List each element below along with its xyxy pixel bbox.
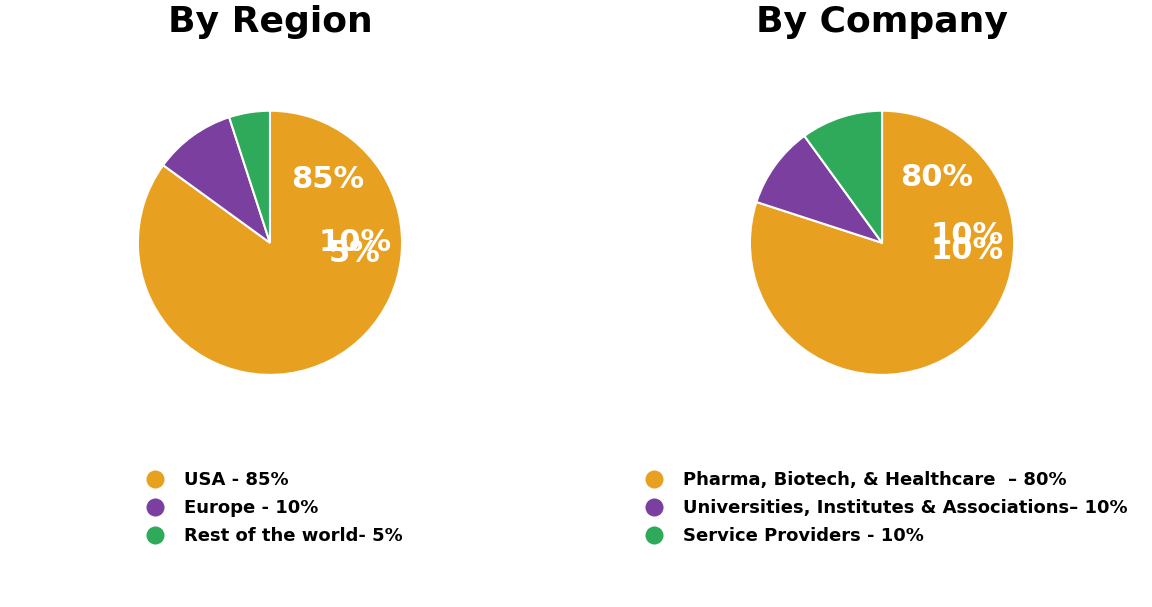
Wedge shape	[750, 110, 1014, 375]
Legend: Pharma, Biotech, & Healthcare  – 80%, Universities, Institutes & Associations– 1: Pharma, Biotech, & Healthcare – 80%, Uni…	[629, 464, 1135, 552]
Text: 85%: 85%	[291, 165, 364, 194]
Text: 5%: 5%	[328, 239, 380, 268]
Text: 10%: 10%	[931, 221, 1003, 250]
Wedge shape	[229, 110, 270, 243]
Title: By Region: By Region	[167, 5, 372, 39]
Title: By Company: By Company	[756, 5, 1008, 39]
Text: 10%: 10%	[319, 228, 392, 257]
Legend: USA - 85%, Europe - 10%, Rest of the world- 5%: USA - 85%, Europe - 10%, Rest of the wor…	[130, 464, 410, 552]
Wedge shape	[804, 110, 882, 243]
Wedge shape	[757, 136, 882, 243]
Wedge shape	[164, 117, 270, 243]
Text: 10%: 10%	[931, 236, 1003, 265]
Wedge shape	[138, 110, 402, 375]
Text: 80%: 80%	[901, 163, 973, 192]
